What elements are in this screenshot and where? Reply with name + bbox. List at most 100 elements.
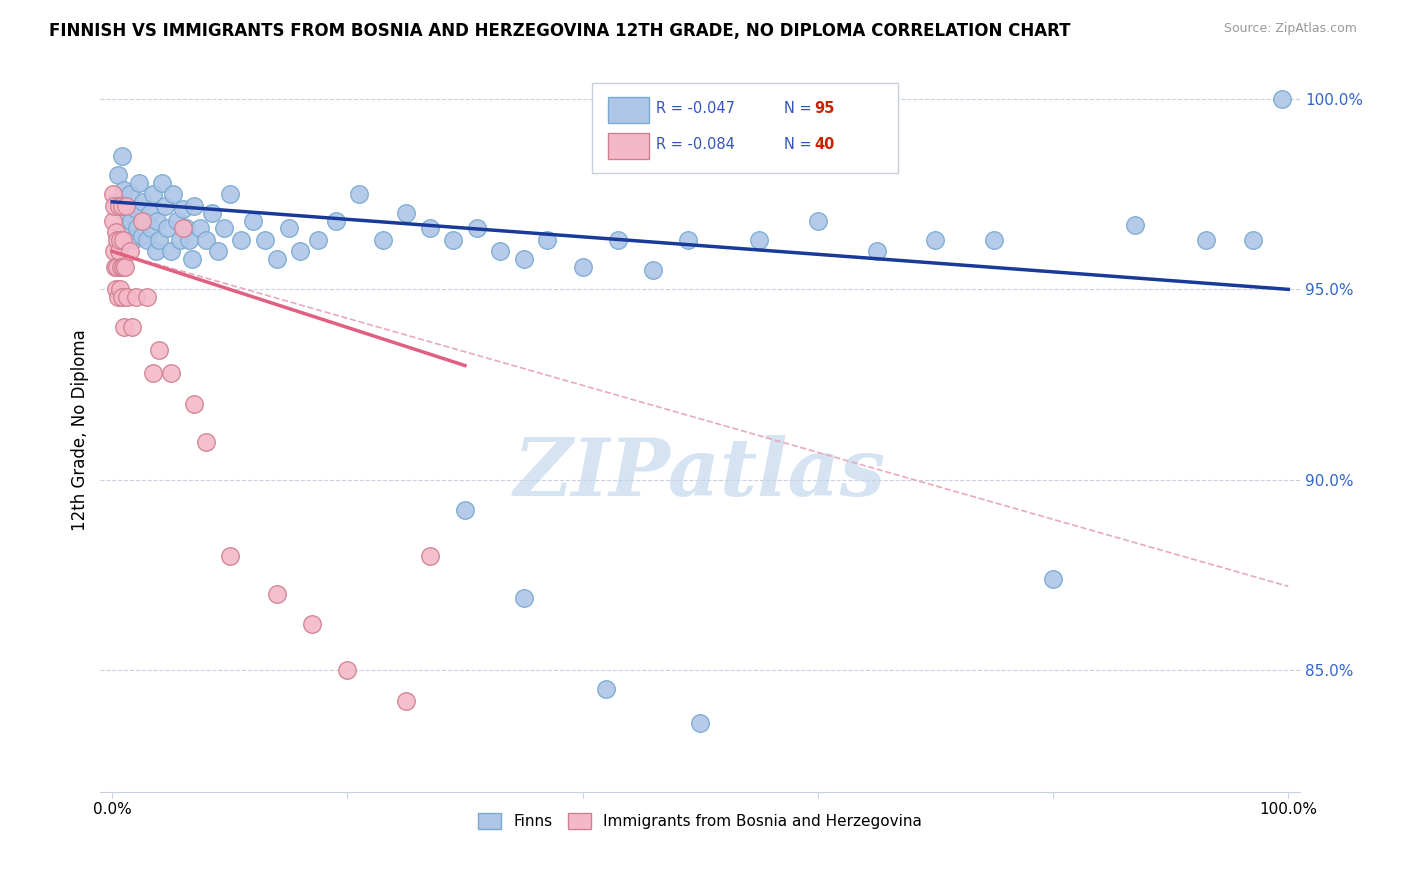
Point xyxy=(1125,218,1147,232)
Point xyxy=(441,233,464,247)
Point xyxy=(807,214,830,228)
Point xyxy=(107,260,129,274)
Point xyxy=(107,198,129,212)
Point xyxy=(924,233,946,247)
Point xyxy=(218,187,240,202)
Point xyxy=(266,587,288,601)
Point xyxy=(124,290,146,304)
Point xyxy=(865,244,887,259)
FancyBboxPatch shape xyxy=(607,96,648,123)
Point xyxy=(301,617,323,632)
Text: R = -0.047: R = -0.047 xyxy=(655,101,735,116)
Text: R = -0.084: R = -0.084 xyxy=(655,137,735,152)
Point xyxy=(114,260,136,274)
Point xyxy=(347,187,370,202)
Point xyxy=(513,252,536,266)
Point xyxy=(678,233,700,247)
Point xyxy=(595,682,617,697)
Point xyxy=(118,244,141,259)
Point xyxy=(201,206,224,220)
Point xyxy=(325,214,347,228)
Text: N =: N = xyxy=(785,101,817,116)
Point xyxy=(153,198,176,212)
Point xyxy=(107,168,129,182)
Point xyxy=(218,549,240,563)
Point xyxy=(103,244,125,259)
Point xyxy=(489,244,512,259)
Point xyxy=(183,396,205,410)
Point xyxy=(107,290,129,304)
Point xyxy=(117,225,139,239)
Point xyxy=(139,206,162,220)
Point xyxy=(112,320,135,334)
Point xyxy=(174,221,197,235)
Point xyxy=(177,233,200,247)
Point xyxy=(145,244,167,259)
Point xyxy=(188,221,211,235)
Point xyxy=(160,366,183,380)
Point xyxy=(117,290,139,304)
Point xyxy=(536,233,558,247)
Point xyxy=(101,214,124,228)
Text: 40: 40 xyxy=(814,137,835,152)
Point xyxy=(111,260,134,274)
Point xyxy=(1195,233,1218,247)
Point xyxy=(112,233,135,247)
Point xyxy=(128,176,150,190)
Point xyxy=(419,221,441,235)
Point xyxy=(125,221,148,235)
Point xyxy=(139,221,162,235)
Point xyxy=(103,187,125,202)
Point xyxy=(277,221,299,235)
Point xyxy=(131,214,153,228)
Point xyxy=(983,233,1005,247)
Point xyxy=(115,198,138,212)
FancyBboxPatch shape xyxy=(592,83,898,173)
Point xyxy=(419,549,441,563)
Point xyxy=(231,233,253,247)
Point xyxy=(136,290,159,304)
Point xyxy=(513,591,536,605)
Point xyxy=(253,233,276,247)
Point xyxy=(131,229,153,244)
Point xyxy=(266,252,288,266)
Point xyxy=(242,214,264,228)
Point xyxy=(111,198,134,212)
Point xyxy=(112,183,135,197)
Point xyxy=(142,187,165,202)
Text: ZIPatlas: ZIPatlas xyxy=(515,435,886,512)
Point xyxy=(454,503,477,517)
Point xyxy=(150,176,173,190)
Point xyxy=(307,233,329,247)
Point xyxy=(136,233,159,247)
Point xyxy=(121,320,143,334)
Point xyxy=(104,260,127,274)
Point xyxy=(124,202,146,217)
Text: Source: ZipAtlas.com: Source: ZipAtlas.com xyxy=(1223,22,1357,36)
Point xyxy=(148,343,170,358)
Point xyxy=(571,260,593,274)
Y-axis label: 12th Grade, No Diploma: 12th Grade, No Diploma xyxy=(72,329,89,531)
Point xyxy=(689,716,711,731)
Point xyxy=(110,233,132,247)
Point xyxy=(336,663,359,677)
Point xyxy=(118,187,141,202)
Point xyxy=(134,214,156,228)
Point xyxy=(148,233,170,247)
Point xyxy=(1241,233,1264,247)
Point xyxy=(146,214,169,228)
Point xyxy=(172,221,194,235)
Point xyxy=(142,366,165,380)
Point xyxy=(110,149,132,163)
Point xyxy=(108,282,131,296)
Point xyxy=(643,263,665,277)
Point xyxy=(290,244,312,259)
Point xyxy=(120,214,142,228)
Point xyxy=(606,233,628,247)
Point xyxy=(105,282,128,296)
FancyBboxPatch shape xyxy=(607,133,648,159)
Point xyxy=(162,187,184,202)
Point xyxy=(748,233,770,247)
Point xyxy=(212,221,235,235)
Point xyxy=(105,233,128,247)
